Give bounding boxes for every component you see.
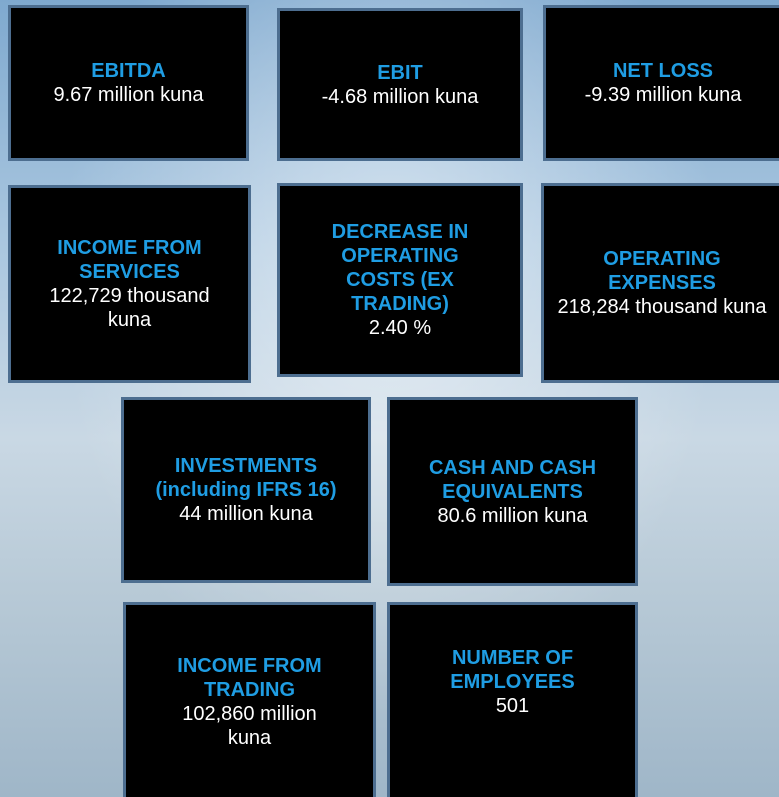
kpi-value: -9.39 million kuna bbox=[585, 83, 742, 107]
kpi-tile: DECREASE IN OPERATING COSTS (EX TRADING)… bbox=[277, 183, 523, 377]
kpi-title: DECREASE IN OPERATING COSTS (EX TRADING) bbox=[312, 220, 488, 316]
kpi-value: 44 million kuna bbox=[179, 502, 312, 526]
kpi-tile: INCOME FROM SERVICES 122,729 thousand ku… bbox=[8, 185, 251, 383]
kpi-title: INCOME FROM SERVICES bbox=[39, 236, 220, 284]
kpi-tile: NUMBER OF EMPLOYEES 501 bbox=[387, 602, 638, 797]
kpi-title: INVESTMENTS (including IFRS 16) bbox=[152, 454, 340, 502]
kpi-tile: EBITDA 9.67 million kuna bbox=[8, 5, 249, 161]
kpi-value: 2.40 % bbox=[369, 316, 431, 340]
kpi-tile: EBIT -4.68 million kuna bbox=[277, 8, 523, 161]
kpi-tile: INVESTMENTS (including IFRS 16) 44 milli… bbox=[121, 397, 371, 583]
kpi-title: EBIT bbox=[377, 61, 423, 85]
kpi-value: 102,860 million kuna bbox=[160, 702, 339, 750]
kpi-tile: NET LOSS -9.39 million kuna bbox=[543, 5, 779, 161]
page: EBITDA 9.67 million kuna EBIT -4.68 mill… bbox=[0, 0, 779, 797]
kpi-value: -4.68 million kuna bbox=[322, 85, 479, 109]
kpi-tile: OPERATING EXPENSES 218,284 thousand kuna bbox=[541, 183, 779, 383]
kpi-value: 9.67 million kuna bbox=[53, 83, 203, 107]
kpi-tile: CASH AND CASH EQUIVALENTS 80.6 million k… bbox=[387, 397, 638, 586]
kpi-tile: INCOME FROM TRADING 102,860 million kuna bbox=[123, 602, 376, 797]
kpi-title: INCOME FROM TRADING bbox=[160, 654, 339, 702]
kpi-title: EBITDA bbox=[91, 59, 165, 83]
kpi-title: CASH AND CASH EQUIVALENTS bbox=[420, 456, 605, 504]
kpi-title: OPERATING EXPENSES bbox=[554, 247, 770, 295]
kpi-value: 80.6 million kuna bbox=[437, 504, 587, 528]
kpi-value: 218,284 thousand kuna bbox=[557, 295, 766, 319]
kpi-value: 122,729 thousand kuna bbox=[39, 284, 220, 332]
kpi-value: 501 bbox=[496, 694, 529, 718]
kpi-title: NUMBER OF EMPLOYEES bbox=[430, 646, 595, 694]
kpi-title: NET LOSS bbox=[613, 59, 713, 83]
